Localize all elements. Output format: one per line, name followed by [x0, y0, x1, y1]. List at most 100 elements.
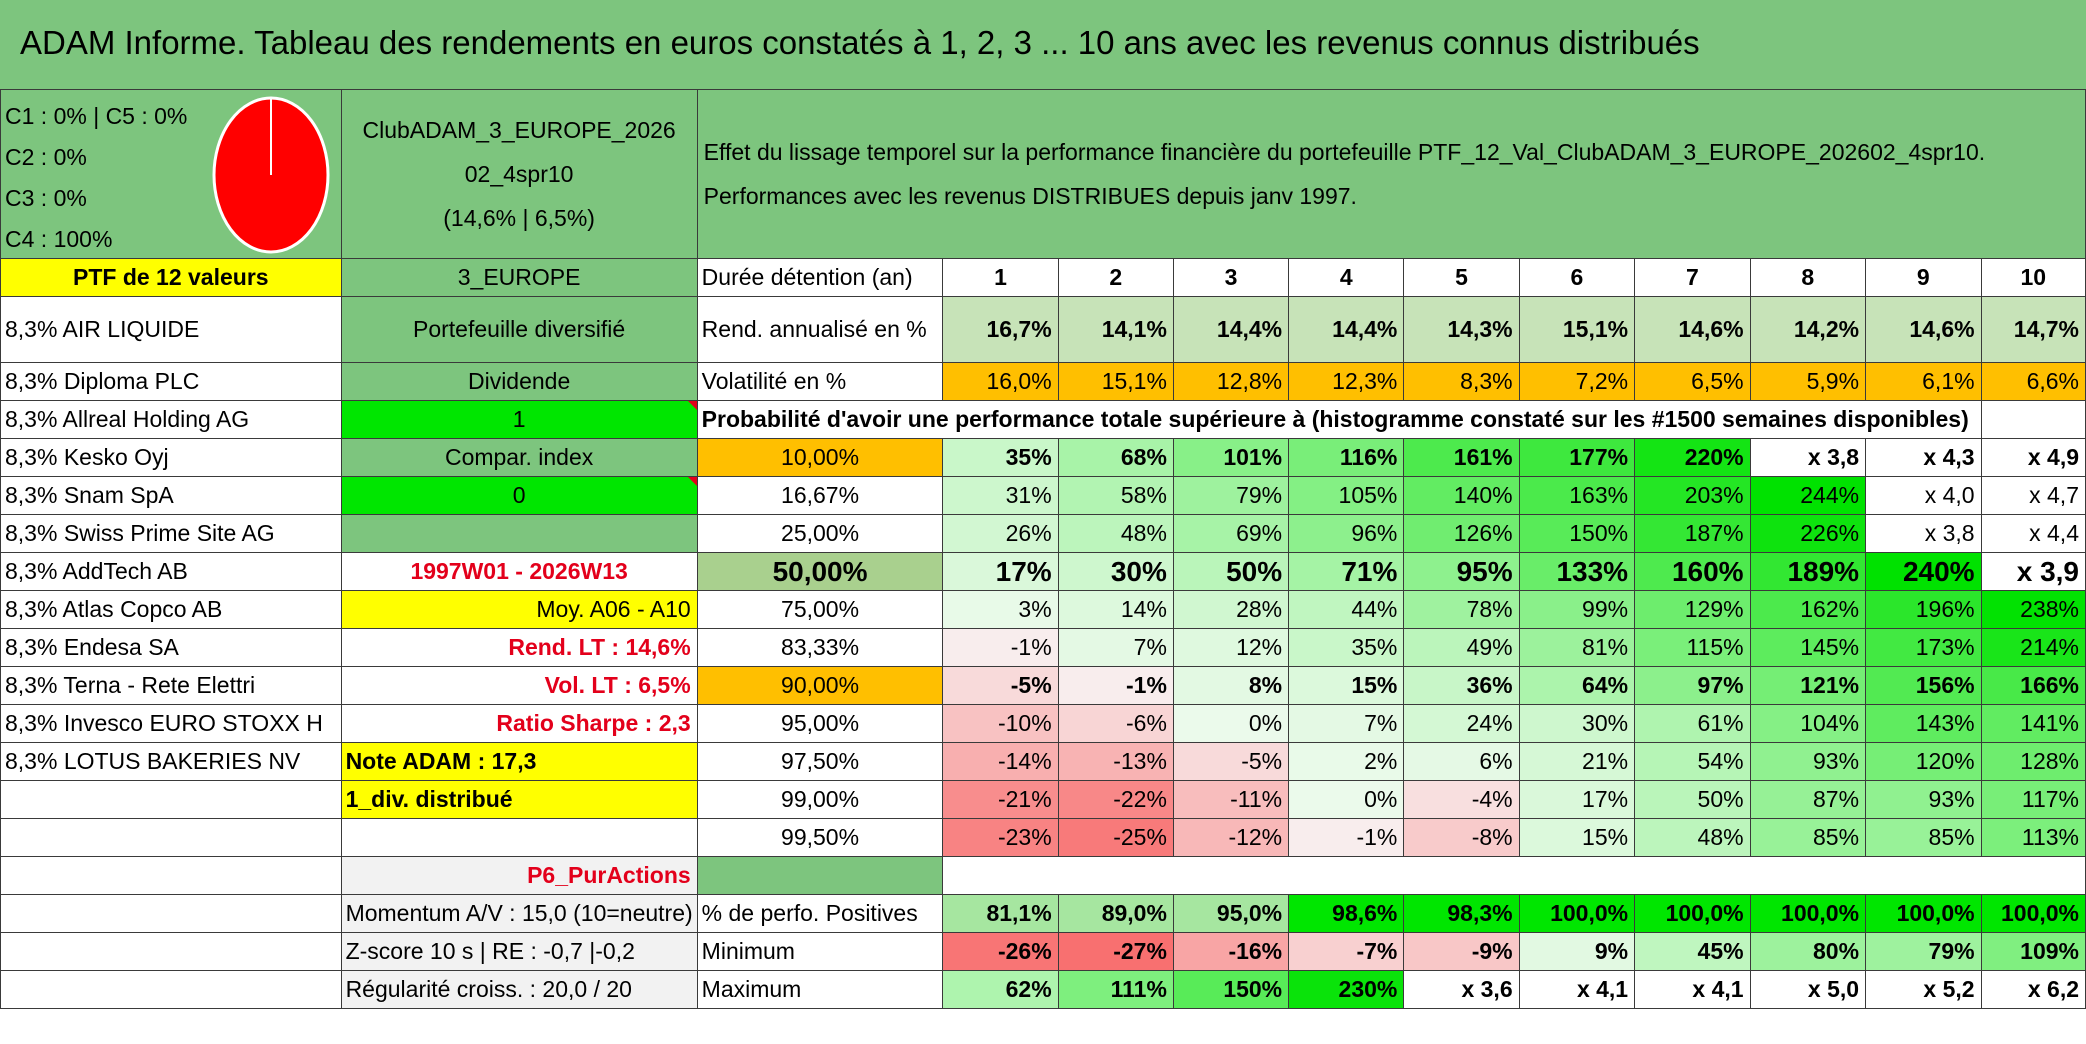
value-cell: -1% [1057, 666, 1174, 705]
prob-row: 8,3% Endesa SA Rend. LT : 14,6% 83,33% -1% 7… [0, 628, 2086, 667]
duree-label: Durée détention (an) [696, 258, 944, 297]
value-cell: -1% [1288, 818, 1405, 857]
value-cell: 8% [1172, 666, 1290, 705]
prob-row: 8,3% Invesco EURO STOXX H Ratio Sharpe : … [0, 704, 2086, 743]
value-cell: 49% [1403, 628, 1520, 667]
value-cell: 68% [1057, 438, 1174, 477]
min-row: Z-score 10 s | RE : -0,7 |-0,2 Minimum -26… [0, 932, 2086, 971]
value-cell: x 4,1 [1634, 970, 1751, 1009]
value-cell: 187% [1634, 514, 1751, 553]
value-cell: -9% [1403, 932, 1520, 971]
prob-threshold: 97,50% [696, 742, 944, 781]
holding-cell: 8,3% AddTech AB [0, 552, 342, 591]
value-cell: 17% [942, 552, 1059, 591]
div-distribue: 1_div. distribué [340, 780, 698, 819]
value-cell: 0% [1172, 704, 1290, 743]
value-cell: 129% [1634, 590, 1751, 629]
prob-row: 8,3% Atlas Copco AB Moy. A06 - A10 75,00% 3… [0, 590, 2086, 629]
prob-threshold: 99,00% [696, 780, 944, 819]
value-cell: 93% [1865, 780, 1982, 819]
value-cell: 30% [1518, 704, 1636, 743]
value-cell: 50% [1634, 780, 1751, 819]
value-cell: 150% [1518, 514, 1636, 553]
value-cell: x 4,4 [1980, 514, 2086, 553]
value-cell: 160% [1634, 552, 1751, 591]
value-cell: 162% [1749, 590, 1867, 629]
value-cell: 28% [1172, 590, 1290, 629]
holding-cell: 8,3% Atlas Copco AB [0, 590, 342, 629]
value-cell: 7% [1288, 704, 1405, 743]
value-cell: x 4,3 [1865, 438, 1982, 477]
comment-marker [687, 477, 697, 486]
value-cell: 69% [1172, 514, 1290, 553]
prob-row: 99,50% -23% -25% -12% -1% -8% 15% 48% 85% 85% 113% [0, 818, 2086, 857]
value-cell: -23% [942, 818, 1059, 857]
holding-cell [0, 856, 342, 895]
value-cell: -10% [942, 704, 1059, 743]
value-cell: 140% [1403, 476, 1520, 515]
allocation-c3: C3 : 0% [5, 185, 87, 211]
value-cell: 177% [1518, 438, 1636, 477]
year-header: 6 [1518, 258, 1636, 297]
ptf-label: PTF de 12 valeurs [0, 258, 342, 297]
club-portfolio-name: ClubADAM_3_EUROPE_2026 02_4spr10 (14,6% … [340, 89, 698, 259]
value-cell: 141% [1980, 704, 2086, 743]
value-cell: 14% [1057, 590, 1174, 629]
value-cell: 128% [1980, 742, 2086, 781]
effect-line1: Effet du lissage temporel sur la perform… [703, 139, 1986, 165]
value-cell: 44% [1288, 590, 1405, 629]
value-cell: 16,0% [942, 362, 1059, 401]
value-cell: 126% [1403, 514, 1520, 553]
holding-cell [0, 894, 342, 933]
value-cell: 21% [1518, 742, 1636, 781]
value-cell: x 5,2 [1865, 970, 1982, 1009]
year-header: 3 [1172, 258, 1290, 297]
min-label: Minimum [696, 932, 944, 971]
value-cell: -13% [1057, 742, 1174, 781]
value-cell: 145% [1749, 628, 1867, 667]
value-cell: 220% [1634, 438, 1751, 477]
comment-marker [687, 401, 697, 410]
holding-cell: 8,3% Snam SpA [0, 476, 342, 515]
note-adam: Note ADAM : 17,3 [340, 742, 698, 781]
value-cell: 104% [1749, 704, 1867, 743]
year-header: 8 [1749, 258, 1867, 297]
holding-cell: 8,3% Invesco EURO STOXX H [0, 704, 342, 743]
value-cell: 95% [1403, 552, 1520, 591]
value-cell: 31% [942, 476, 1059, 515]
holding-cell: 8,3% AIR LIQUIDE [0, 296, 342, 363]
value-cell: 48% [1057, 514, 1174, 553]
allocation-c2: C2 : 0% [5, 144, 87, 170]
prob-threshold: 90,00% [696, 666, 944, 705]
value-cell: 36% [1403, 666, 1520, 705]
value-cell: 14,6% [1865, 296, 1982, 363]
value-cell: 99% [1518, 590, 1636, 629]
portefeuille-label: Portefeuille diversifié [340, 296, 698, 363]
value-cell: -12% [1172, 818, 1290, 857]
value-cell: 226% [1749, 514, 1867, 553]
value-cell: 100,0% [1865, 894, 1982, 933]
prob-threshold: 99,50% [696, 818, 944, 857]
value-cell: 116% [1288, 438, 1405, 477]
value-cell: 163% [1518, 476, 1636, 515]
value-cell: 8,3% [1403, 362, 1520, 401]
value-cell: 58% [1057, 476, 1174, 515]
value-cell: 14,1% [1057, 296, 1174, 363]
year-header: 2 [1057, 258, 1174, 297]
value-cell: x 4,1 [1518, 970, 1636, 1009]
value-cell: 100,0% [1749, 894, 1867, 933]
club-perf-summary: (14,6% | 6,5%) [443, 205, 595, 231]
value-cell: x 3,8 [1865, 514, 1982, 553]
value-cell: 105% [1288, 476, 1405, 515]
value-cell: 121% [1749, 666, 1867, 705]
value-cell: 93% [1749, 742, 1867, 781]
zone-label: 3_EUROPE [340, 258, 698, 297]
value-cell: -6% [1057, 704, 1174, 743]
value-cell: 0% [1288, 780, 1405, 819]
value-cell: 166% [1980, 666, 2086, 705]
empty-info [340, 514, 698, 553]
year-header: 7 [1634, 258, 1751, 297]
value-cell: 71% [1288, 552, 1405, 591]
value-cell: 64% [1518, 666, 1636, 705]
value-cell: 98,6% [1288, 894, 1405, 933]
